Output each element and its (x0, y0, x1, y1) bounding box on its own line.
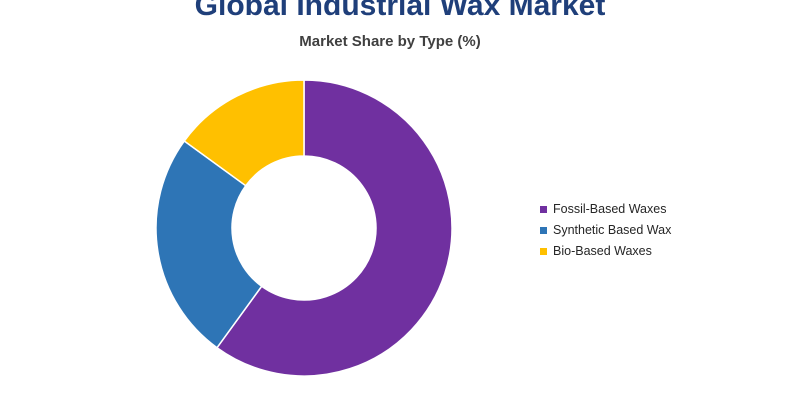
legend-label-fossil-based-waxes: Fossil-Based Waxes (553, 202, 667, 216)
legend-item-bio-based-waxes: Bio-Based Waxes (540, 242, 671, 260)
donut-slice-fossil-based-waxes (215, 79, 453, 377)
donut-slice-synthetic-based-wax (155, 139, 263, 349)
legend-swatch-synthetic-based-wax (540, 226, 547, 234)
chart-subtitle: Market Share by Type (%) (299, 33, 481, 50)
legend-label-synthetic-based-wax: Synthetic Based Wax (553, 223, 672, 237)
legend-label-bio-based-waxes: Bio-Based Waxes (553, 244, 652, 258)
chart-legend: Fossil-Based Waxes Synthetic Based Wax B… (540, 200, 671, 263)
legend-item-fossil-based-waxes: Fossil-Based Waxes (540, 200, 671, 218)
donut-slice-bio-based-waxes (183, 79, 305, 187)
legend-swatch-bio-based-waxes (540, 247, 547, 255)
legend-item-synthetic-based-wax: Synthetic Based Wax (540, 221, 671, 239)
chart-title: Global Industrial Wax Market (194, 0, 606, 22)
legend-swatch-fossil-based-waxes (540, 205, 547, 213)
